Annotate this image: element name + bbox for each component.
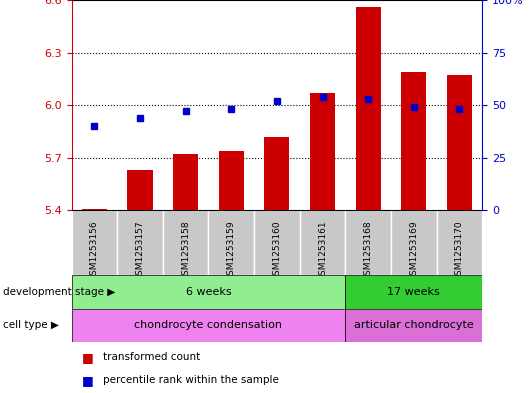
Text: GSM1253161: GSM1253161 xyxy=(318,220,327,281)
Text: GSM1253169: GSM1253169 xyxy=(409,220,418,281)
Bar xyxy=(346,309,482,342)
Bar xyxy=(127,170,153,210)
Text: cell type ▶: cell type ▶ xyxy=(3,320,58,330)
Text: ■: ■ xyxy=(82,374,98,387)
Text: chondrocyte condensation: chondrocyte condensation xyxy=(135,320,282,330)
Text: articular chondrocyte: articular chondrocyte xyxy=(354,320,474,330)
Bar xyxy=(72,210,117,275)
Text: GSM1253158: GSM1253158 xyxy=(181,220,190,281)
Bar xyxy=(437,210,482,275)
Bar xyxy=(391,210,437,275)
Text: GSM1253160: GSM1253160 xyxy=(272,220,281,281)
Bar xyxy=(163,210,208,275)
Text: 6 weeks: 6 weeks xyxy=(186,287,231,297)
Text: transformed count: transformed count xyxy=(103,352,200,362)
Text: GSM1253157: GSM1253157 xyxy=(136,220,145,281)
Bar xyxy=(254,210,300,275)
Bar xyxy=(219,151,244,210)
Bar xyxy=(401,72,427,210)
Text: GSM1253156: GSM1253156 xyxy=(90,220,99,281)
Text: GSM1253170: GSM1253170 xyxy=(455,220,464,281)
Bar xyxy=(264,137,289,210)
Bar xyxy=(117,210,163,275)
Text: GSM1253168: GSM1253168 xyxy=(364,220,373,281)
Bar xyxy=(72,309,346,342)
Bar xyxy=(310,93,335,210)
Bar xyxy=(82,209,107,210)
Text: 17 weeks: 17 weeks xyxy=(387,287,440,297)
Text: GSM1253159: GSM1253159 xyxy=(227,220,236,281)
Text: development stage ▶: development stage ▶ xyxy=(3,287,115,297)
Text: ■: ■ xyxy=(82,351,98,364)
Bar xyxy=(208,210,254,275)
Text: percentile rank within the sample: percentile rank within the sample xyxy=(103,375,279,385)
Bar xyxy=(300,210,346,275)
Bar xyxy=(346,275,482,309)
Bar xyxy=(447,75,472,210)
Bar xyxy=(346,210,391,275)
Bar xyxy=(356,7,381,210)
Bar xyxy=(173,154,198,210)
Bar xyxy=(72,275,346,309)
